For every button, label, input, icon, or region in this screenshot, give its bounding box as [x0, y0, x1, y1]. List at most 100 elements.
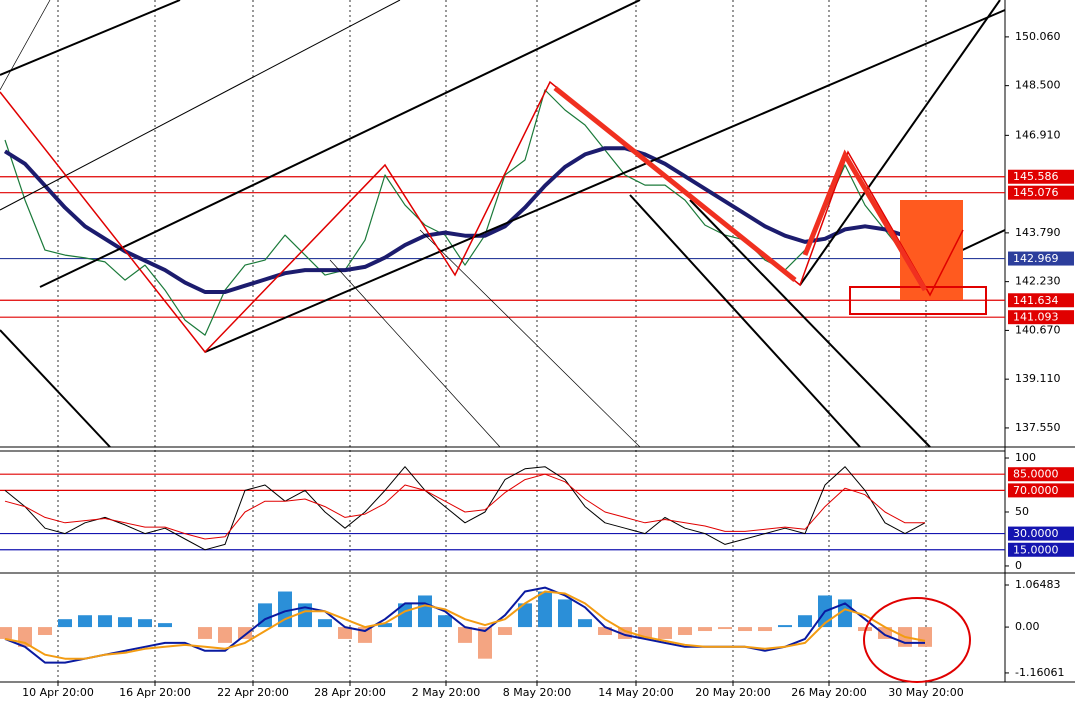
histogram-bar: [198, 627, 212, 639]
level-label-box: [1008, 251, 1074, 266]
level-label-box: [1008, 293, 1074, 308]
level-label-box: [1008, 526, 1074, 541]
trend-line: [0, 0, 401, 211]
histogram-bar: [138, 619, 152, 628]
histogram-bar: [658, 627, 672, 639]
histogram-bar: [498, 627, 512, 635]
x-tick-label: 28 Apr 20:00: [314, 686, 386, 699]
histogram-bar: [578, 619, 592, 628]
trend-line: [419, 229, 641, 448]
level-label-box: [1008, 467, 1074, 482]
series-line: [4, 590, 926, 660]
trend-line: [39, 0, 641, 288]
level-label: 145.586: [1013, 170, 1059, 183]
trend-line: [0, 0, 51, 91]
histogram-bar: [38, 627, 52, 635]
trend-line: [329, 259, 501, 448]
histogram-bar: [778, 625, 792, 628]
histogram-bar: [518, 603, 532, 628]
histogram-bar: [878, 627, 892, 639]
level-label: 142.969: [1013, 252, 1059, 265]
drawings: [0, 0, 1006, 683]
histogram-bar: [918, 627, 932, 647]
arrow: [802, 149, 928, 292]
trend-line: [629, 194, 861, 448]
level-label: 15.0000: [1013, 543, 1059, 556]
zigzag: [0, 80, 964, 354]
trend-line: [799, 0, 1001, 286]
y-tick-label: 139.110: [1015, 372, 1061, 385]
y-tick-label: 143.790: [1015, 226, 1061, 239]
histogram-bar: [558, 599, 572, 628]
histogram-bar: [418, 595, 432, 628]
y-tick-label: 137.550: [1015, 421, 1061, 434]
level-label: 70.0000: [1013, 484, 1059, 497]
histogram-bar: [318, 619, 332, 628]
histogram-bar: [618, 627, 632, 639]
x-tick-label: 2 May 20:00: [412, 686, 480, 699]
trend-line: [0, 329, 111, 448]
histogram-bar: [238, 627, 252, 639]
y-tick-label: 140.670: [1015, 323, 1061, 336]
x-tick-label: 10 Apr 20:00: [22, 686, 94, 699]
level-label: 141.093: [1013, 311, 1059, 324]
level-label-box: [1008, 310, 1074, 325]
series-line: [4, 473, 925, 540]
x-tick-label: 26 May 20:00: [791, 686, 866, 699]
x-tick-label: 8 May 20:00: [503, 686, 571, 699]
histogram-bar: [698, 627, 712, 632]
y-tick-label: 146.910: [1015, 128, 1061, 141]
y-tick-label: -1.16061: [1015, 666, 1064, 679]
trend-line: [689, 199, 931, 448]
level-label: 141.634: [1013, 294, 1059, 307]
y-tick-label: 100: [1015, 451, 1036, 464]
histogram-bar: [58, 619, 72, 628]
histogram-bar: [678, 627, 692, 635]
level-label-box: [1008, 483, 1074, 498]
y-tick-label: 0: [1015, 559, 1022, 572]
level-label-box: [1008, 542, 1074, 557]
trend-line: [204, 9, 1006, 353]
level-label: 145.076: [1013, 186, 1059, 199]
histogram-bar: [0, 627, 12, 639]
level-label-box: [1008, 185, 1074, 200]
level-label: 85.0000: [1013, 468, 1059, 481]
x-tick-label: 30 May 20:00: [888, 686, 963, 699]
y-tick-label: 148.500: [1015, 79, 1061, 92]
histogram-bar: [218, 627, 232, 643]
trend-line: [0, 0, 181, 76]
x-tick-label: 14 May 20:00: [598, 686, 673, 699]
y-tick-label: 0.00: [1015, 620, 1040, 633]
histogram-bar: [78, 615, 92, 628]
histogram-bar: [718, 627, 732, 630]
series-line: [4, 586, 925, 664]
y-tick-label: 150.060: [1015, 30, 1061, 43]
x-tick-label: 22 Apr 20:00: [217, 686, 289, 699]
histogram-bar: [738, 627, 752, 632]
histogram-bar: [298, 603, 312, 628]
arrow: [553, 86, 797, 282]
x-tick-label: 20 May 20:00: [695, 686, 770, 699]
histogram-bar: [638, 627, 652, 639]
histogram-bar: [798, 615, 812, 628]
histogram-bar: [98, 615, 112, 628]
histogram-bar: [538, 591, 552, 628]
y-tick-label: 50: [1015, 505, 1029, 518]
histogram-bar: [478, 627, 492, 659]
y-tick-label: 142.230: [1015, 275, 1061, 288]
highlight-circle: [863, 597, 971, 683]
histogram-bar: [458, 627, 472, 643]
histogram-bar: [438, 615, 452, 628]
histogram-bar: [598, 627, 612, 635]
level-label-box: [1008, 169, 1074, 184]
histogram-bar: [758, 627, 772, 632]
series-line: [3, 146, 926, 294]
support-box: [849, 286, 987, 315]
histogram-bar: [118, 617, 132, 628]
histogram-bar: [378, 623, 392, 628]
series-line: [4, 466, 926, 551]
x-tick-label: 16 Apr 20:00: [119, 686, 191, 699]
histogram-bar: [338, 627, 352, 639]
histogram-bar: [158, 623, 172, 628]
